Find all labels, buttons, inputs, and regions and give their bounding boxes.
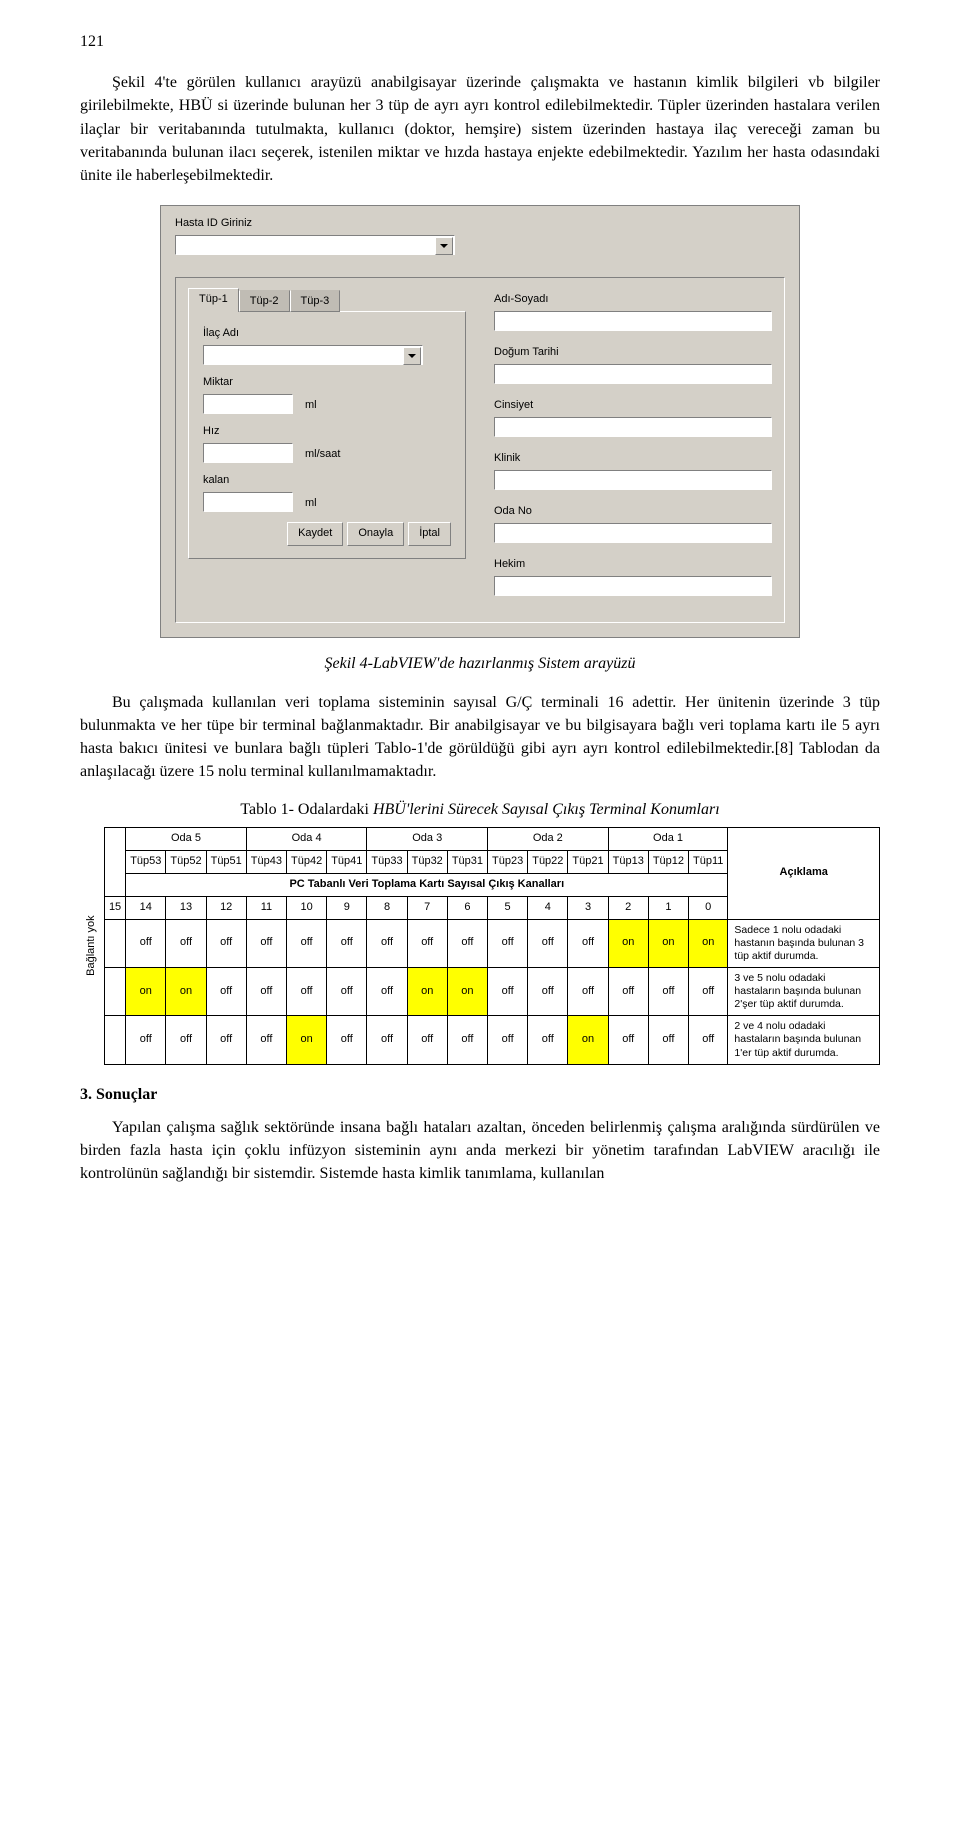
tab-tup1[interactable]: Tüp-1 (188, 288, 239, 312)
figure-4-caption: Şekil 4-LabVIEW'de hazırlanmış Sistem ar… (80, 652, 880, 675)
table-caption-italic: HBÜ'lerini Sürecek Sayısal Çıkış Termina… (373, 801, 720, 818)
ad-soyad-label: Adı-Soyadı (494, 292, 772, 308)
ui-panel: Hasta ID Giriniz Tüp-1 Tüp-2 Tüp-3 İlaç … (160, 205, 800, 638)
iptal-button[interactable]: İptal (408, 522, 451, 546)
kalan-unit: ml (305, 496, 317, 512)
klinik-label: Klinik (494, 451, 772, 467)
channel-table: Oda 5Oda 4Oda 3Oda 2Oda 1AçıklamaTüp53Tü… (104, 827, 880, 1065)
tube-tabs: Tüp-1 Tüp-2 Tüp-3 (188, 288, 466, 312)
left-column: Tüp-1 Tüp-2 Tüp-3 İlaç Adı Miktar (188, 288, 466, 610)
hiz-unit: ml/saat (305, 447, 340, 463)
onayla-button[interactable]: Onayla (347, 522, 404, 546)
hasta-id-label: Hasta ID Giriniz (175, 216, 785, 232)
table-1-caption: Tablo 1- Odalardaki HBÜ'lerini Sürecek S… (80, 798, 880, 821)
tab-tup3[interactable]: Tüp-3 (290, 290, 341, 312)
miktar-input[interactable] (203, 394, 293, 414)
tab-tup2[interactable]: Tüp-2 (239, 290, 290, 312)
hiz-input[interactable] (203, 443, 293, 463)
table-1: Bağlantı yok Oda 5Oda 4Oda 3Oda 2Oda 1Aç… (80, 827, 880, 1065)
figure-4-ui: Hasta ID Giriniz Tüp-1 Tüp-2 Tüp-3 İlaç … (80, 205, 880, 638)
ui-inset-group: Tüp-1 Tüp-2 Tüp-3 İlaç Adı Miktar (175, 277, 785, 623)
oda-no-input[interactable] (494, 523, 772, 543)
cinsiyet-input[interactable] (494, 417, 772, 437)
paragraph-3: Yapılan çalışma sağlık sektöründe insana… (80, 1116, 880, 1186)
page-number: 121 (80, 30, 880, 53)
ilac-adi-input[interactable] (203, 345, 423, 365)
kaydet-button[interactable]: Kaydet (287, 522, 343, 546)
ilac-adi-label: İlaç Adı (203, 326, 451, 342)
table-vertical-label: Bağlantı yok (80, 827, 104, 1065)
dogum-tarihi-input[interactable] (494, 364, 772, 384)
dogum-tarihi-label: Doğum Tarihi (494, 345, 772, 361)
hekim-input[interactable] (494, 576, 772, 596)
paragraph-1: Şekil 4'te görülen kullanıcı arayüzü ana… (80, 71, 880, 187)
klinik-input[interactable] (494, 470, 772, 490)
hekim-label: Hekim (494, 557, 772, 573)
hiz-label: Hız (203, 424, 451, 440)
kalan-label: kalan (203, 473, 451, 489)
tab-panel: İlaç Adı Miktar ml (188, 311, 466, 559)
hasta-id-input[interactable] (175, 235, 455, 255)
section-3-title: 3. Sonuçlar (80, 1083, 880, 1106)
miktar-label: Miktar (203, 375, 451, 391)
miktar-unit: ml (305, 398, 317, 414)
table-caption-prefix: Tablo 1- Odalardaki (240, 801, 373, 818)
ad-soyad-input[interactable] (494, 311, 772, 331)
oda-no-label: Oda No (494, 504, 772, 520)
cinsiyet-label: Cinsiyet (494, 398, 772, 414)
right-column: Adı-Soyadı Doğum Tarihi Cinsiyet Klinik (494, 288, 772, 610)
kalan-input[interactable] (203, 492, 293, 512)
paragraph-2: Bu çalışmada kullanılan veri toplama sis… (80, 691, 880, 784)
